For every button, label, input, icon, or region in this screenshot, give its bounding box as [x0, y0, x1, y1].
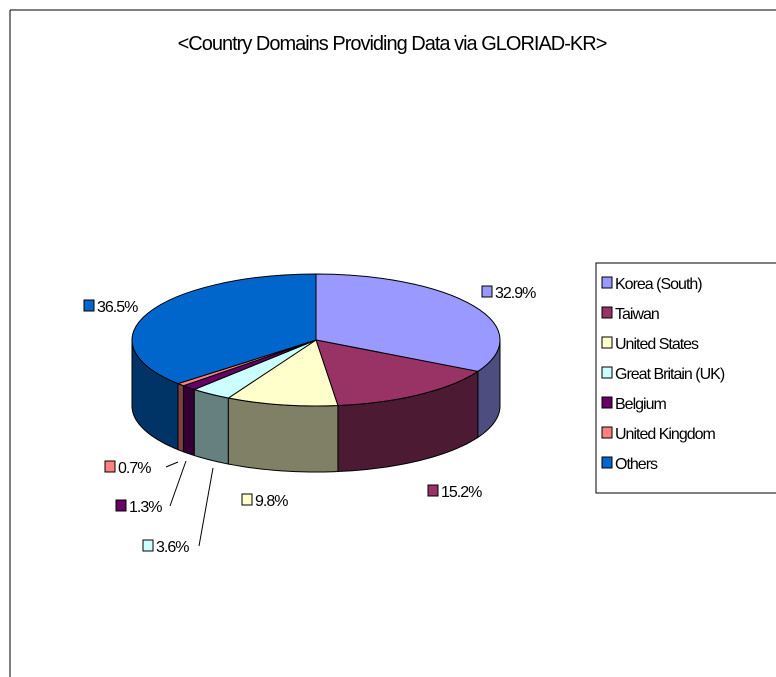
data-label-swatch: [104, 460, 116, 473]
legend-item-belgium: Belgium: [601, 396, 667, 413]
leader-line: [169, 460, 187, 507]
data-label-text: 32.9%: [495, 285, 536, 302]
data-label-group: 32.9% 15.2% 9.8% 3.6% 1.3% 0.7% 36.5%: [83, 285, 537, 556]
data-label-text: 36.5%: [97, 299, 138, 316]
legend-item-taiwan: Taiwan: [601, 306, 660, 323]
legend-item-others: Others: [601, 456, 659, 473]
data-label-text: 0.7%: [118, 460, 151, 477]
legend-item-united-states: United States: [601, 336, 700, 353]
data-label-swatch: [481, 285, 493, 298]
legend-label: Taiwan: [615, 306, 659, 323]
legend-label: Belgium: [615, 396, 666, 413]
legend-swatch: [601, 456, 613, 469]
data-label-others: 36.5%: [83, 299, 139, 316]
pie-slice-others: [131, 273, 317, 385]
pie-side-belgium: [182, 385, 195, 457]
legend-item-united-kingdom: United Kingdom: [601, 426, 717, 443]
pie-group: [131, 273, 501, 473]
data-label-text: 3.6%: [156, 539, 189, 556]
legend-label: United States: [615, 336, 699, 353]
pie-slice-korea-south: [315, 273, 501, 372]
pie-side-great-britain-uk: [193, 388, 229, 465]
legend-label: Korea (South): [615, 276, 702, 293]
legend-box: [595, 262, 776, 494]
legend-item-korea-south: Korea (South): [601, 276, 703, 293]
pie-slice-united-states: [227, 339, 339, 407]
leader-line: [198, 467, 214, 547]
data-label-belgium: 1.3%: [115, 460, 187, 516]
legend-swatch: [601, 336, 613, 349]
data-label-swatch: [427, 484, 439, 497]
pie-side-united-states: [227, 397, 339, 473]
data-label-swatch: [142, 539, 154, 552]
data-label-united-kingdom: 0.7%: [104, 460, 179, 477]
pie-slice-taiwan: [315, 339, 480, 407]
legend-label: Others: [615, 456, 658, 473]
data-label-text: 1.3%: [129, 499, 162, 516]
chart-title: <Country Domains Providing Data via GLOR…: [178, 33, 607, 55]
legend: Korea (South) Taiwan United States Great Br…: [595, 262, 776, 494]
data-label-swatch: [83, 299, 95, 312]
legend-swatch: [601, 396, 613, 409]
data-label-text: 15.2%: [441, 484, 482, 501]
pie-side-united-kingdom: [177, 382, 184, 453]
legend-item-great-britain-uk: Great Britain (UK): [601, 366, 726, 383]
data-label-taiwan: 15.2%: [427, 484, 483, 501]
legend-label: Great Britain (UK): [615, 366, 725, 383]
data-label-united-states: 9.8%: [241, 493, 289, 510]
data-label-text: 9.8%: [255, 493, 288, 510]
data-label-great-britain-uk: 3.6%: [142, 467, 214, 556]
legend-swatch: [601, 426, 613, 439]
data-label-swatch: [241, 493, 253, 506]
data-label-korea-south: 32.9%: [481, 285, 537, 302]
legend-label: United Kingdom: [615, 426, 716, 443]
legend-swatch: [601, 366, 613, 379]
leader-line: [165, 461, 179, 468]
data-label-swatch: [115, 499, 127, 512]
legend-swatch: [601, 306, 613, 319]
legend-swatch: [601, 276, 613, 289]
